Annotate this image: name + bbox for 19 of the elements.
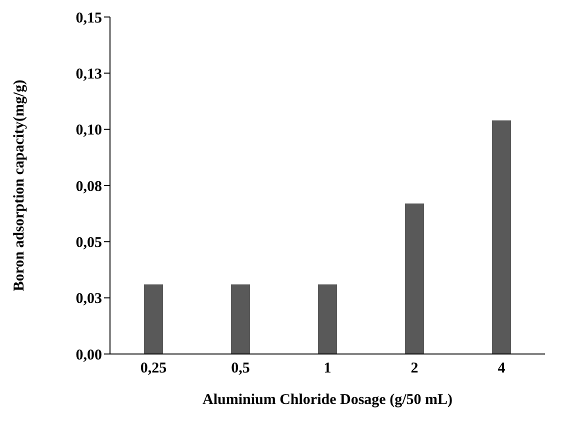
bar: [231, 284, 250, 354]
x-tick-label: 0,25: [140, 360, 167, 377]
x-tick-label: 1: [324, 360, 332, 377]
bar: [405, 203, 424, 354]
x-axis-title: Aluminium Chloride Dosage (g/50 mL): [202, 392, 453, 408]
x-tick-label: 2: [410, 360, 418, 377]
y-tick-label: 0,10: [76, 122, 102, 139]
y-tick-label: 0,08: [76, 178, 102, 195]
bar: [318, 284, 337, 354]
x-tick-label: 4: [498, 360, 506, 377]
y-tick-label: 0,15: [76, 10, 102, 26]
bar: [144, 284, 163, 354]
bar: [492, 120, 511, 354]
y-tick-label: 0,03: [76, 291, 102, 308]
x-tick-label: 0,5: [231, 360, 250, 377]
y-tick-label: 0,00: [76, 347, 102, 364]
y-axis-title: Boron adsorption capacity(mg/g): [11, 80, 28, 292]
y-tick-label: 0,13: [76, 66, 102, 82]
y-tick-label: 0,05: [76, 234, 102, 251]
